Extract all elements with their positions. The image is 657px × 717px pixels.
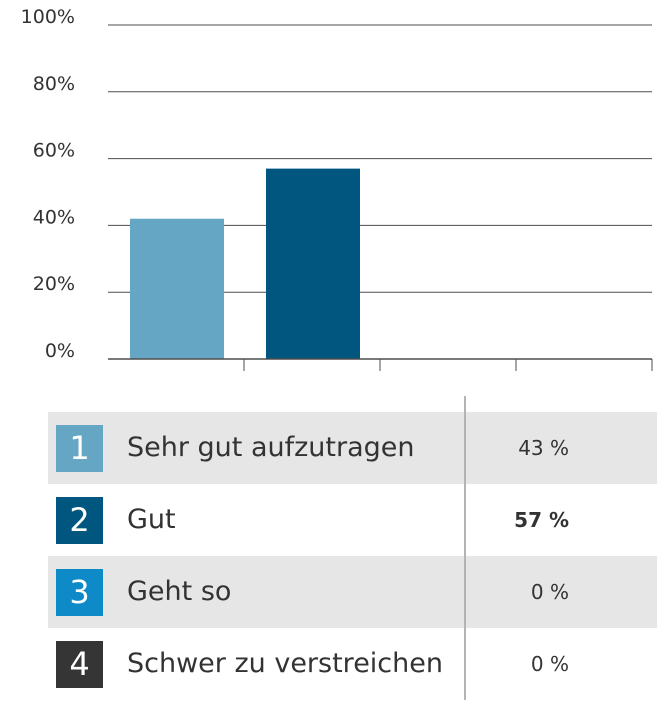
legend-swatch-4: 4 — [56, 641, 103, 688]
legend-swatch-1: 1 — [56, 425, 103, 472]
legend-row-2: 2 Gut 57 % — [48, 484, 657, 556]
bar-1 — [130, 218, 224, 359]
y-tick-label-40: 40% — [33, 206, 75, 228]
bar-chart: 0% 20% 40% 60% 80% 100% — [21, 6, 653, 371]
legend-row-4: 4 Schwer zu verstreichen 0 % — [48, 628, 657, 700]
legend-swatch-2: 2 — [56, 497, 103, 544]
legend-label-4: Schwer zu verstreichen — [127, 648, 443, 679]
y-axis-tick-labels: 0% 20% 40% 60% 80% 100% — [21, 6, 75, 362]
y-tick-label-0: 0% — [45, 340, 75, 362]
y-tick-label-80: 80% — [33, 73, 75, 95]
legend-label-3: Geht so — [127, 576, 232, 607]
legend-label-2: Gut — [127, 504, 176, 535]
legend-divider — [464, 396, 466, 700]
legend-table: 1 Sehr gut aufzutragen 43 % 2 Gut 57 % 3… — [48, 396, 657, 700]
x-axis — [108, 358, 653, 371]
legend-value-4: 0 % — [530, 652, 569, 676]
y-tick-label-100: 100% — [21, 6, 75, 28]
legend-value-1: 43 % — [518, 436, 569, 460]
legend-value-2: 57 % — [514, 508, 569, 532]
legend-row-1: 1 Sehr gut aufzutragen 43 % — [48, 412, 657, 484]
y-tick-label-20: 20% — [33, 273, 75, 295]
legend-row-3: 3 Geht so 0 % — [48, 556, 657, 628]
legend-swatch-3: 3 — [56, 569, 103, 616]
bars — [130, 168, 360, 359]
y-tick-label-60: 60% — [33, 140, 75, 162]
legend-value-3: 0 % — [530, 580, 569, 604]
legend-label-1: Sehr gut aufzutragen — [127, 432, 415, 463]
bar-2 — [266, 168, 360, 359]
